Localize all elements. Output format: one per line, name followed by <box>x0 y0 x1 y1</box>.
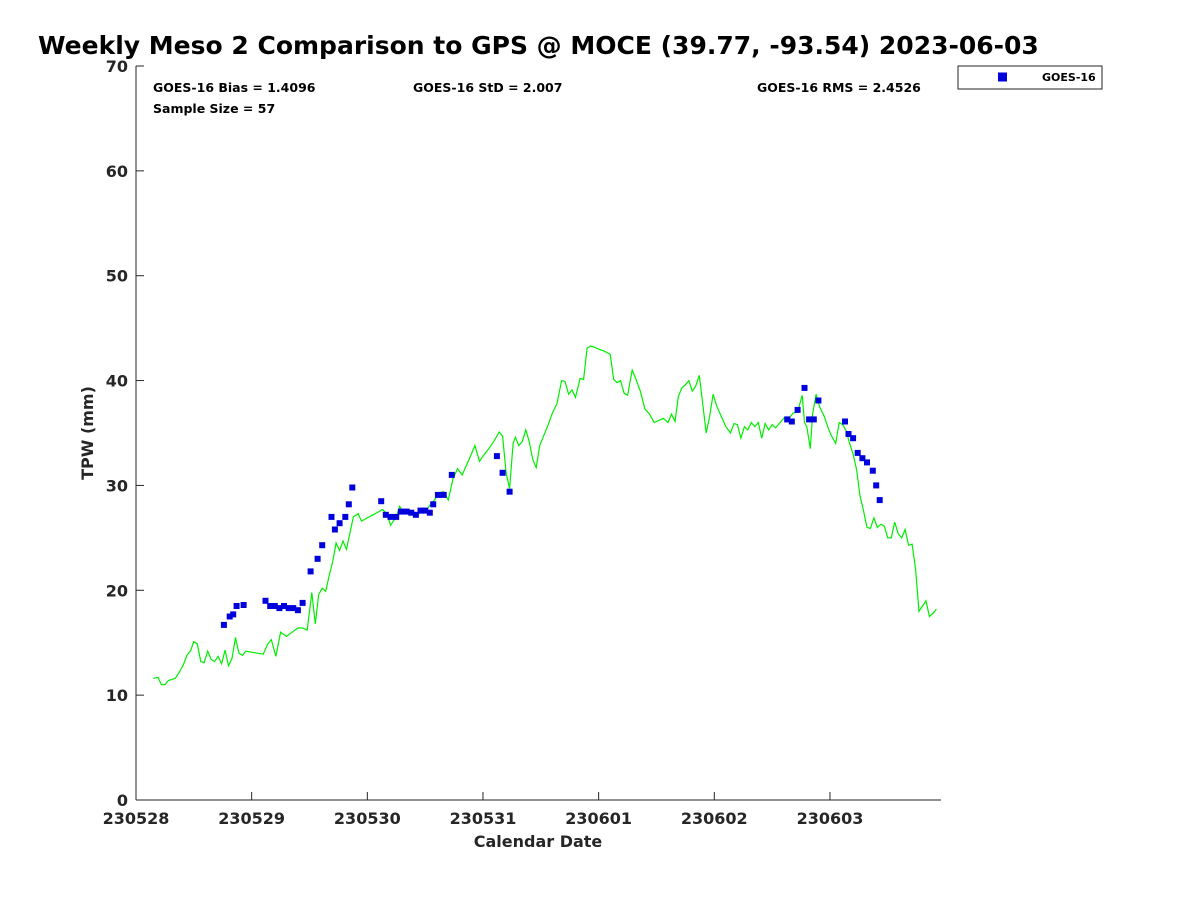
goes16-point <box>788 418 795 425</box>
goes16-point <box>240 602 247 608</box>
x-tick-label: 230602 <box>681 809 748 828</box>
goes16-point <box>336 520 343 527</box>
y-axis-label: TPW (mm) <box>78 386 97 480</box>
x-axis-label: Calendar Date <box>474 832 603 851</box>
goes16-point <box>784 416 791 423</box>
goes16-point <box>233 603 240 609</box>
goes16-point <box>226 613 233 620</box>
goes16-point <box>230 611 237 618</box>
goes16-point <box>408 509 415 516</box>
goes16-point <box>220 621 227 628</box>
goes16-point <box>801 384 808 391</box>
goes16-point <box>422 507 429 514</box>
goes16-point <box>271 603 278 609</box>
goes16-point <box>842 418 848 425</box>
goes16-point <box>869 467 876 474</box>
goes16-point <box>864 459 870 466</box>
goes16-point <box>319 542 326 549</box>
legend-marker <box>998 72 1007 82</box>
goes16-point <box>440 491 447 498</box>
goes16-point <box>876 497 883 504</box>
goes16-point <box>499 469 506 476</box>
goes16-point <box>430 501 437 508</box>
goes16-point <box>794 406 801 413</box>
gps-series-line <box>153 345 937 686</box>
goes16-point <box>281 603 287 609</box>
legend: GOES-16 <box>957 65 1103 90</box>
x-tick-label: 230603 <box>797 809 864 828</box>
goes16-point <box>331 526 338 533</box>
goes16-point <box>434 491 441 498</box>
goes16-point <box>378 498 385 505</box>
legend-label: GOES-16 <box>1042 71 1096 84</box>
stat-rms: GOES-16 RMS = 2.4526 <box>757 80 921 95</box>
goes16-point <box>845 431 852 437</box>
goes16-point <box>397 508 404 515</box>
goes16-point <box>345 501 352 508</box>
y-tick-label: 0 <box>117 791 128 810</box>
goes16-point <box>294 607 301 614</box>
x-tick-label: 230601 <box>565 809 632 828</box>
goes16-point <box>307 568 314 575</box>
legend-box <box>957 65 1103 90</box>
goes16-point <box>873 482 880 489</box>
y-tick-label: 30 <box>106 476 128 495</box>
goes16-point <box>426 509 433 516</box>
goes16-point <box>349 484 356 491</box>
goes16-point <box>290 605 297 612</box>
y-tick-label: 50 <box>106 267 128 286</box>
goes16-point <box>859 455 866 462</box>
goes16-point <box>262 597 269 604</box>
goes16-point <box>267 603 274 609</box>
goes16-point <box>403 508 410 515</box>
x-tick-label: 230531 <box>450 809 517 828</box>
goes16-point <box>393 513 400 520</box>
y-tick-label: 70 <box>106 57 128 76</box>
stat-std: GOES-16 StD = 2.007 <box>413 80 562 95</box>
y-tick-label: 10 <box>106 686 128 705</box>
y-tick-label: 60 <box>106 162 128 181</box>
goes16-point <box>285 605 292 612</box>
axes: 0 10 20 30 40 50 60 70 230528 230529 230530 230531 2… <box>103 57 941 828</box>
goes16-point <box>342 513 349 520</box>
stat-sample-size: Sample Size = 57 <box>153 101 275 116</box>
goes16-point <box>806 416 813 423</box>
goes16-point <box>314 555 321 562</box>
chart-title: Weekly Meso 2 Comparison to GPS @ MOCE (… <box>38 31 1039 60</box>
goes16-point <box>850 435 857 442</box>
goes16-point <box>276 605 283 612</box>
goes16-point <box>506 488 513 495</box>
y-tick-label: 40 <box>106 372 128 391</box>
stat-bias: GOES-16 Bias = 1.4096 <box>153 80 316 95</box>
series-layer <box>153 345 937 686</box>
goes16-point <box>854 449 861 456</box>
goes16-point <box>412 511 419 518</box>
goes16-point <box>493 453 500 460</box>
goes16-point <box>299 599 306 606</box>
goes16-point <box>815 397 822 404</box>
goes16-point <box>448 471 455 478</box>
goes16-point <box>387 513 394 520</box>
x-tick-label: 230528 <box>103 809 170 828</box>
x-tick-label: 230529 <box>218 809 285 828</box>
goes16-point <box>810 416 817 423</box>
goes16-point <box>417 507 424 514</box>
x-tick-label: 230530 <box>334 809 401 828</box>
goes16-point <box>382 511 389 518</box>
y-tick-label: 20 <box>106 581 128 600</box>
goes16-point <box>328 513 335 520</box>
